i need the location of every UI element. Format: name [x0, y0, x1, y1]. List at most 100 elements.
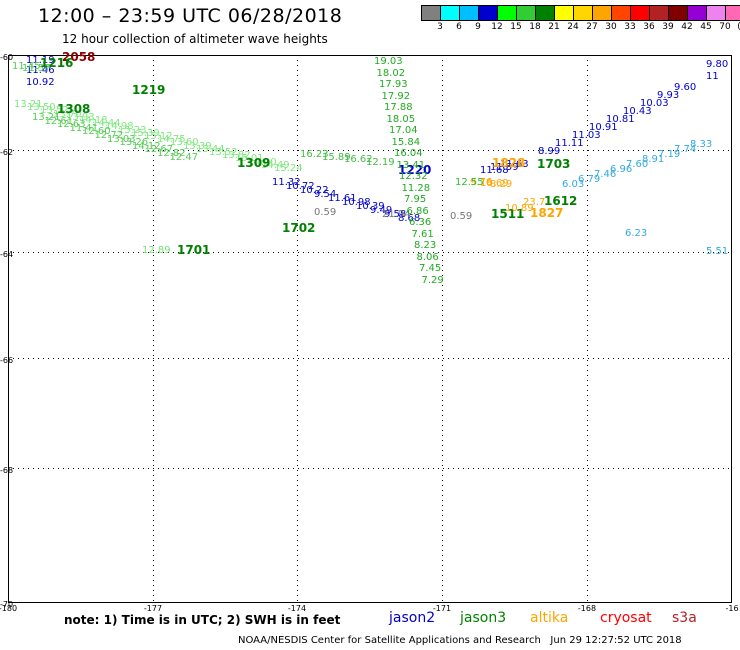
wave-height-reading: 8.99 — [538, 146, 561, 157]
wave-height-reading: 13.50 — [27, 102, 56, 114]
legend-entry-cryosat: cryosat — [600, 610, 652, 626]
wave-height-reading: 7.60 — [626, 159, 649, 170]
wave-height-reading: 12.67 — [144, 144, 174, 156]
wave-height-reading: 8.29 — [490, 179, 513, 190]
wave-height-reading: 12.72 — [94, 130, 124, 141]
longitude-label: -171 — [432, 604, 452, 613]
colorbar-swatch — [650, 6, 669, 20]
latitude-label: -60 — [0, 53, 14, 62]
wave-height-reading: 13.70 — [53, 108, 82, 120]
wave-height-reading: 12.19 — [366, 156, 395, 168]
plot-frame — [8, 55, 732, 603]
wave-height-reading: 11.28 — [401, 182, 431, 194]
colorbar-swatch — [555, 6, 574, 20]
wave-height-reading: 15.89 — [322, 151, 351, 163]
pass-time-label: 1702 — [282, 221, 316, 235]
wave-height-reading: 10.98 — [342, 197, 371, 208]
colorbar-swatch — [612, 6, 631, 20]
wave-height-reading: 21.94 — [382, 209, 411, 220]
wave-height-reading: 15.39 — [131, 127, 160, 139]
wave-height-reading: 13.52 — [40, 105, 69, 117]
longitude-label: -168 — [577, 604, 597, 613]
wave-height-reading: 12.89 — [142, 245, 171, 256]
colorbar-label: 42 — [681, 22, 693, 32]
wave-height-reading: 12.63 — [57, 119, 86, 131]
legend-entry-altika: altika — [530, 610, 569, 626]
colorbar-label: 9 — [475, 22, 481, 32]
colorbar-label: 3 — [437, 22, 443, 32]
wave-height-reading: 13.41 — [396, 159, 426, 171]
wave-height-reading: 15.01 — [235, 153, 264, 165]
pass-time-label: 1308 — [57, 102, 91, 116]
colorbar-swatch — [593, 6, 612, 20]
wave-height-reading: 7.46 — [594, 169, 617, 180]
colorbar-label: (ft) — [737, 22, 740, 32]
wave-height-reading: 8.06 — [416, 251, 439, 263]
wave-height-reading: 10.39 — [356, 201, 385, 212]
pass-time-label: 1827 — [530, 206, 564, 220]
wave-height-reading: 0.59 — [450, 211, 473, 222]
wave-height-reading: 6.86 — [406, 205, 429, 217]
wave-height-reading: 8.23 — [414, 240, 437, 251]
wave-height-reading: 17.88 — [384, 102, 413, 113]
wave-height-reading: 15.24 — [274, 163, 303, 174]
wave-height-reading: 7.95 — [404, 194, 427, 205]
wave-height-reading: 8.68 — [398, 213, 421, 224]
wave-height-reading: 10.22 — [300, 185, 329, 196]
wave-height-reading: 13.26 — [119, 137, 149, 149]
wave-height-reading: 11.63 — [500, 159, 529, 170]
wave-height-reading: 11.46 — [26, 65, 55, 76]
colorbar-label: 18 — [529, 22, 541, 32]
latitude-label: -62 — [0, 148, 14, 157]
wave-height-reading: 13.82 — [222, 150, 251, 162]
wave-height-reading: 11.11 — [555, 138, 584, 149]
pass-time-label: 1703 — [537, 157, 571, 171]
wave-height-reading: 10.81 — [606, 114, 635, 125]
wave-height-reading: 16.04 — [394, 148, 423, 159]
wave-height-reading: 11.61 — [328, 193, 357, 204]
wave-height-reading: 12.61 — [44, 115, 74, 127]
wave-height-reading: 13.52 — [209, 147, 238, 158]
wave-height-reading: 14.00 — [248, 156, 277, 168]
wave-height-reading: 7.29 — [421, 274, 444, 286]
colorbar-label: 45 — [700, 22, 712, 32]
longitude-label: -177 — [143, 604, 163, 613]
wave-height-reading: 10.03 — [640, 98, 669, 109]
wave-height-reading: 0.59 — [314, 207, 337, 218]
colorbar-swatch — [574, 6, 593, 20]
legend-entry-s3a: s3a — [672, 610, 697, 626]
wave-height-reading: 9.58 — [384, 209, 407, 220]
colorbar-swatch — [669, 6, 688, 20]
wave-height-reading: 18.69 — [480, 178, 509, 189]
wave-height-reading: 14.18 — [79, 115, 108, 126]
pass-time-label: 1701 — [177, 243, 211, 257]
wave-height-reading: 6.96 — [610, 164, 633, 175]
wave-height-reading: 8.33 — [690, 139, 713, 150]
wave-height-reading: 6.03 — [562, 179, 585, 190]
wave-height-reading: 8.91 — [642, 154, 665, 165]
pass-time-label: 1511 — [491, 207, 525, 221]
colorbar-label: 24 — [567, 22, 579, 32]
legend-entry-jason3: jason3 — [460, 610, 507, 626]
latitude-label: -66 — [0, 356, 14, 365]
wave-height-reading: 12.82 — [157, 148, 186, 159]
colorbar-label: 12 — [491, 22, 503, 32]
wave-height-reading: 5.51 — [706, 246, 729, 257]
longitude-label: -174 — [287, 604, 307, 613]
wave-height-reading: 17.92 — [381, 90, 411, 102]
wave-height-reading: 12.60 — [82, 126, 111, 138]
wave-height-reading: 11.59 — [490, 162, 519, 173]
colorbar-swatch — [536, 6, 555, 20]
wave-height-reading: 15.84 — [391, 136, 421, 148]
wave-height-reading: 9.49 — [370, 205, 393, 216]
colorbar-swatch — [631, 6, 650, 20]
wave-height-reading: 13.03 — [107, 133, 136, 145]
wave-height-reading: 7.61 — [411, 228, 434, 240]
colorbar-swatch — [707, 6, 726, 20]
wave-height-reading: 13.60 — [170, 137, 199, 149]
credit-line: NOAA/NESDIS Center for Satellite Applica… — [238, 635, 682, 646]
colorbar-label: 36 — [643, 22, 655, 32]
pass-time-label: 1828 — [492, 156, 526, 170]
